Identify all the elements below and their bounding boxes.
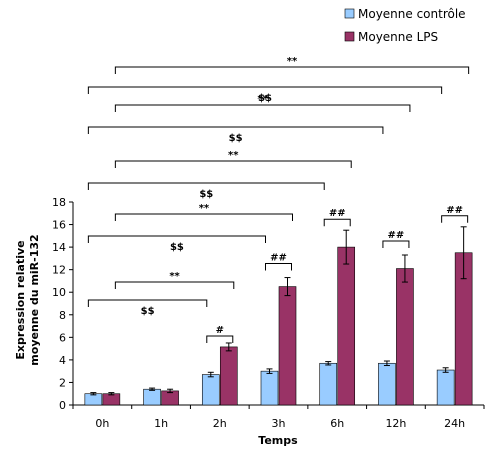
x-tick-label: 2h <box>213 417 227 430</box>
bar-control <box>378 362 396 406</box>
pair-bracket <box>323 218 351 227</box>
y-tick-label: 6 <box>59 331 66 344</box>
legend-swatch-control <box>344 8 355 19</box>
legend-label-lps: Moyenne LPS <box>358 30 438 44</box>
comparison-label: $$ <box>229 133 243 144</box>
pair-bracket <box>382 240 410 249</box>
comparison-bracket <box>114 66 470 74</box>
y-ticks: 0 2 4 6 8 10 12 14 16 18 <box>52 196 73 412</box>
comparison-bracket <box>87 182 325 190</box>
x-tick-label: 3h <box>272 417 286 430</box>
comparison-label: ** <box>169 271 180 282</box>
bar-lps <box>337 246 356 406</box>
y-tick-label: 12 <box>52 264 66 277</box>
pair-bracket <box>265 263 292 271</box>
error-bars <box>90 226 467 396</box>
legend-swatch-lps <box>344 31 355 42</box>
bar-lps <box>219 346 238 406</box>
comparison-bracket <box>87 235 266 243</box>
pair-label: # <box>216 325 224 336</box>
pair-label: ## <box>446 205 463 216</box>
x-tick-label: 6h <box>330 417 344 430</box>
y-tick-label: 10 <box>52 286 66 299</box>
comparison-label: $$ <box>170 242 184 253</box>
comparison-bracket <box>114 104 411 112</box>
comparison-bracket <box>87 299 208 307</box>
x-tick-label: 24h <box>444 417 465 430</box>
comparison-bracket <box>114 213 293 221</box>
comparison-bracket <box>114 160 352 168</box>
comparison-label: ** <box>199 203 210 214</box>
y-tick-label: 16 <box>52 219 66 232</box>
y-tick-label: 18 <box>52 196 66 209</box>
y-axis-title-line2: moyenne du miR-132 <box>28 234 41 365</box>
x-tick-label: 12h <box>385 417 406 430</box>
pair-label: ## <box>270 253 287 264</box>
pair-label: ## <box>329 208 346 219</box>
comparison-bracket <box>114 281 235 289</box>
bar-lps <box>102 393 121 406</box>
bar-lps <box>396 268 414 406</box>
comparison-bracket <box>87 126 384 134</box>
comparison-label: ** <box>228 150 239 161</box>
y-tick-label: 14 <box>52 241 66 254</box>
y-tick-label: 4 <box>59 354 66 367</box>
comparison-label: ** <box>287 56 298 67</box>
y-tick-label: 2 <box>59 376 66 389</box>
bar-control <box>319 362 338 406</box>
comparison-label: ** <box>257 94 268 105</box>
comparison-label: $$ <box>199 189 213 200</box>
x-tick-label: 0h <box>95 417 109 430</box>
pair-annotations: ######### <box>206 205 469 343</box>
comparison-label: $$ <box>258 93 272 104</box>
pair-bracket <box>441 215 469 223</box>
y-axis-title-line1: Expression relative <box>14 240 27 359</box>
bar-control <box>201 374 220 406</box>
comparison-label: $$ <box>141 306 155 317</box>
bar-control <box>84 393 103 406</box>
x-ticks: 0h 1h 2h 3h 6h 12h 24h <box>72 405 485 430</box>
legend-label-control: Moyenne contrôle <box>358 7 466 21</box>
pair-bracket <box>206 335 234 343</box>
pair-label: ## <box>388 230 405 241</box>
comparison-brackets: $$**$$**$$**$$**$$** <box>87 56 470 317</box>
bar-control <box>260 370 279 406</box>
y-tick-label: 8 <box>59 309 66 322</box>
bar-control <box>143 388 161 406</box>
bar-lps <box>278 286 297 406</box>
y-tick-label: 0 <box>59 399 66 412</box>
x-tick-label: 1h <box>154 417 168 430</box>
bars <box>84 246 473 406</box>
legend: Moyenne contrôle Moyenne LPS <box>344 7 466 44</box>
x-axis-title: Temps <box>258 434 298 447</box>
bar-control <box>436 369 455 406</box>
comparison-bracket <box>87 86 443 94</box>
